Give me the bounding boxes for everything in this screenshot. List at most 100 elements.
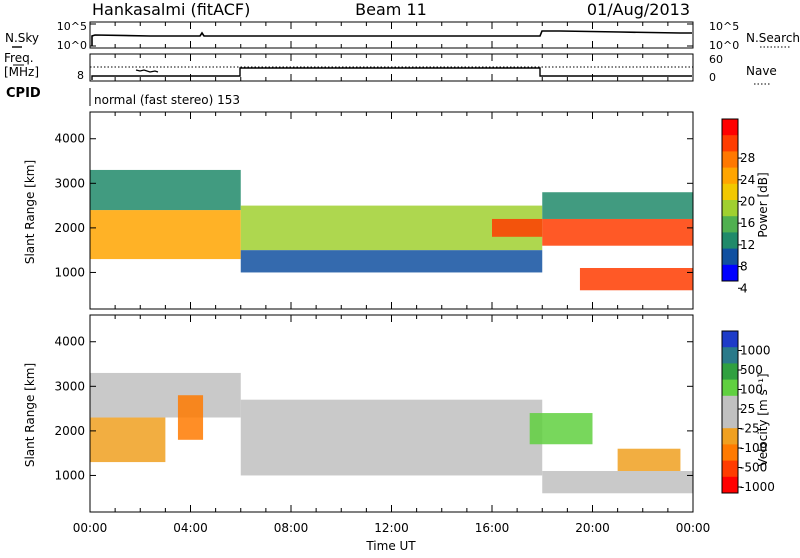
velocity-colorbar-label: Velocity [m s⁻¹] — [756, 373, 770, 466]
colorbar-tick-label: 24 — [740, 173, 755, 187]
y-tick-label: 4000 — [54, 132, 85, 146]
colorbar-segment — [722, 363, 738, 381]
y-tick-label: 3000 — [54, 379, 85, 393]
velocity-colorbar: 1000 500 100 25 -25 -100 -500 -1000 — [721, 330, 775, 494]
nave-tick-top: 60 — [709, 53, 723, 66]
heatmap-band — [240, 250, 543, 273]
colorbar-segment — [722, 460, 738, 478]
nsearch-tick-top: 10^5 — [709, 20, 739, 33]
axis-ticks: 4000 3000 2000 1000 4000 3000 2000 1000 00:00 04:… — [54, 22, 710, 535]
nsearch-tick-bottom: 10^0 — [709, 39, 739, 52]
colorbar-segment — [722, 232, 738, 250]
colorbar-segment — [722, 412, 738, 429]
y-tick-label: 3000 — [54, 176, 85, 190]
colorbar-tick-label: 25 — [740, 402, 755, 416]
beam-title: Beam 11 — [355, 0, 427, 19]
colorbar-tick-label: 4 — [740, 281, 748, 295]
colorbar-segment — [722, 264, 738, 282]
heatmap-band — [542, 218, 693, 246]
freq-tick: 8 — [77, 69, 84, 82]
heatmap-band — [617, 448, 681, 471]
nsky-tick-top: 10^5 — [57, 20, 87, 33]
cpid-text: normal (fast stereo) 153 — [94, 93, 240, 107]
velocity-heatmap — [90, 372, 693, 494]
colorbar-segment — [722, 135, 738, 152]
colorbar-segment — [722, 151, 738, 169]
x-axis-label: Time UT — [365, 539, 416, 553]
colorbar-segment — [722, 347, 738, 364]
heatmap-band — [177, 395, 204, 440]
power-panel — [89, 111, 694, 310]
y-tick-label: 4000 — [54, 335, 85, 349]
y-tick-label: 1000 — [54, 265, 85, 279]
nave-trace — [91, 67, 692, 80]
nsearch-label: N.Search — [746, 31, 800, 45]
colorbar-segment — [722, 476, 738, 494]
colorbar-segment — [722, 331, 738, 348]
heatmap-band — [90, 372, 241, 418]
nave-label: Nave — [746, 64, 777, 78]
cpid-label: CPID — [6, 86, 41, 101]
heatmap-band — [492, 218, 543, 237]
nave-tick-bottom: 0 — [709, 71, 716, 84]
x-tick-label: 16:00 — [475, 521, 510, 535]
y-tick-label: 2000 — [54, 221, 85, 235]
y-tick-label: 1000 — [54, 468, 85, 482]
colorbar-tick-label: -100 — [740, 441, 767, 455]
heatmap-band — [529, 413, 593, 445]
colorbar-frame — [721, 330, 739, 494]
colorbar-tick-label: 100 — [740, 383, 763, 397]
x-tick-label: 20:00 — [575, 521, 610, 535]
colorbar-segment — [722, 379, 738, 397]
colorbar-segment — [722, 119, 738, 136]
colorbar-frame — [721, 118, 739, 282]
power-y-axis-label: Slant Range [km] — [23, 160, 37, 264]
x-tick-label: 04:00 — [173, 521, 208, 535]
colorbar-tick-label: 1000 — [740, 344, 771, 358]
colorbar-tick-label: 28 — [740, 151, 755, 165]
colorbar-segment — [722, 183, 738, 201]
heatmap-band — [90, 417, 166, 463]
colorbar-segment — [722, 200, 738, 217]
colorbar-tick-label: 12 — [740, 238, 755, 252]
station-title: Hankasalmi (fitACF) — [92, 0, 250, 19]
nsky-tick-bottom: 10^0 — [57, 39, 87, 52]
colorbar-segment — [722, 248, 738, 266]
colorbar-tick-label: 8 — [740, 260, 748, 274]
heatmap-band — [542, 192, 693, 219]
freq-label: Freq. — [4, 51, 34, 65]
colorbar-tick-label: 20 — [740, 194, 755, 208]
nsky-label: N.Sky — [5, 31, 39, 45]
heatmap-band — [542, 470, 693, 494]
power-colorbar: 28 24 20 16 12 8 4 — [721, 118, 755, 295]
velocity-panel — [89, 314, 694, 513]
nsky-panel: N.Sky 10^5 10^0 10^5 10^0 N.Search — [5, 20, 800, 52]
colorbar-tick-label: 500 — [740, 363, 763, 377]
colorbar-tick-label: -1000 — [740, 480, 775, 494]
power-heatmap — [90, 169, 693, 291]
heatmap-band — [579, 267, 693, 291]
date-title: 01/Aug/2013 — [587, 0, 690, 19]
velocity-y-axis-label: Slant Range [km] — [23, 363, 37, 467]
colorbar-segment — [722, 216, 738, 233]
freq-unit: [MHz] — [4, 65, 39, 79]
power-colorbar-label: Power [dB] — [756, 172, 770, 237]
freq-panel: Freq. [MHz] 8 60 0 Nave — [4, 51, 777, 85]
nsky-trace — [91, 30, 692, 46]
colorbar-segment — [722, 395, 738, 413]
x-tick-label: 08:00 — [274, 521, 309, 535]
x-tick-label: 12:00 — [374, 521, 409, 535]
colorbar-tick-label: -25 — [740, 422, 760, 436]
colorbar-tick-label: -500 — [740, 461, 767, 475]
heatmap-band — [90, 210, 241, 260]
colorbar-segment — [722, 428, 738, 445]
x-tick-label: 00:00 — [73, 521, 108, 535]
heatmap-band — [240, 399, 543, 476]
heatmap-band — [90, 169, 241, 211]
y-tick-label: 2000 — [54, 424, 85, 438]
colorbar-segment — [722, 167, 738, 185]
colorbar-tick-label: 16 — [740, 216, 755, 230]
x-tick-label: 00:00 — [676, 521, 711, 535]
colorbar-segment — [722, 444, 738, 462]
